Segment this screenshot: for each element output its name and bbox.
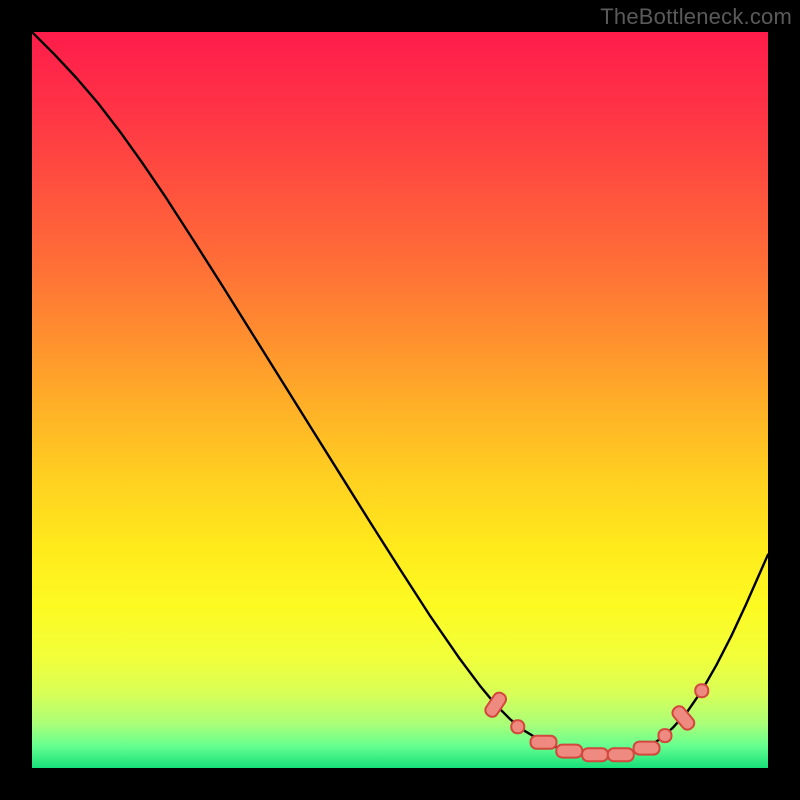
curve-marker xyxy=(556,745,582,758)
curve-marker xyxy=(582,748,608,761)
gradient-background xyxy=(32,32,768,768)
curve-marker xyxy=(658,729,671,742)
curve-marker xyxy=(511,720,524,733)
curve-marker xyxy=(634,742,660,755)
bottleneck-curve-chart xyxy=(0,0,800,800)
curve-marker xyxy=(531,736,557,749)
watermark-text: TheBottleneck.com xyxy=(600,4,792,30)
curve-marker xyxy=(695,684,708,697)
curve-marker xyxy=(608,748,634,761)
chart-canvas: TheBottleneck.com xyxy=(0,0,800,800)
